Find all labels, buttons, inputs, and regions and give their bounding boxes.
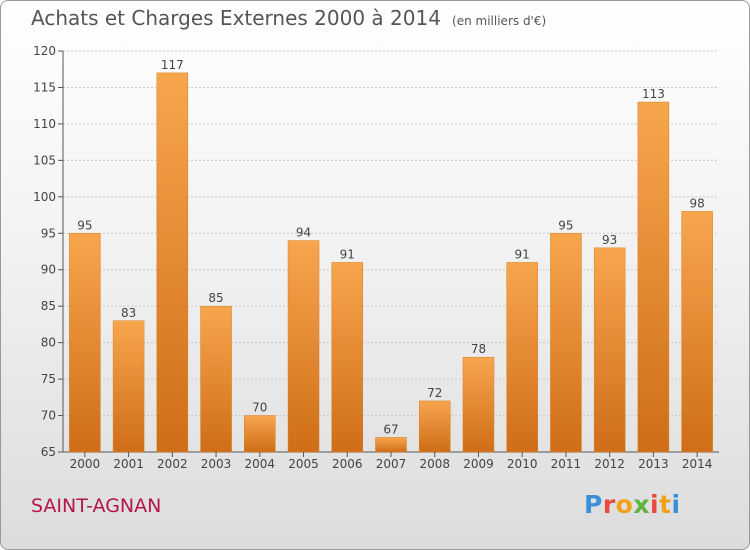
bar — [112, 320, 145, 453]
bar-chart: 65 70 75 80 85 90 95 100 105 110 115 120 95 2000 83 200… — [33, 44, 719, 471]
bar — [462, 356, 495, 453]
x-tick-label: 2003 — [201, 457, 232, 471]
data-label: 98 — [689, 196, 704, 210]
data-label: 83 — [121, 306, 136, 320]
x-tick-label: 2002 — [157, 457, 188, 471]
data-label: 67 — [383, 422, 398, 436]
chart-subtitle: (en milliers d'€) — [452, 14, 547, 28]
x-tick-label: 2009 — [463, 457, 494, 471]
data-label: 91 — [515, 247, 530, 261]
bar — [506, 262, 538, 453]
y-tick-label: 90 — [41, 263, 56, 277]
bar — [244, 415, 276, 453]
data-label: 95 — [558, 218, 573, 232]
x-tick-label: 2014 — [682, 457, 713, 471]
bar — [593, 247, 626, 453]
data-label: 85 — [208, 291, 223, 305]
data-label: 94 — [296, 226, 311, 240]
x-tick-label: 2005 — [288, 457, 319, 471]
y-tick-label: 110 — [33, 117, 56, 131]
data-label: 70 — [252, 401, 267, 415]
data-label: 117 — [161, 58, 184, 72]
data-label: 113 — [642, 87, 665, 101]
x-tick-label: 2011 — [551, 457, 582, 471]
data-label: 95 — [77, 218, 92, 232]
bar — [550, 233, 582, 453]
bar — [375, 437, 407, 453]
logo-letter: i — [650, 490, 660, 519]
bar — [418, 400, 451, 453]
data-label: 91 — [340, 247, 355, 261]
bar — [200, 305, 232, 453]
y-tick-label: 75 — [41, 372, 56, 386]
logo-letter: t — [659, 490, 672, 519]
logo-letter: P — [584, 490, 603, 519]
bar — [69, 233, 101, 453]
chart-title: Achats et Charges Externes 2000 à 2014 — [31, 6, 441, 30]
logo-letter: o — [615, 490, 634, 519]
y-tick-label: 65 — [41, 445, 56, 459]
logo-letter: r — [602, 490, 616, 519]
bar — [331, 262, 364, 453]
data-label: 72 — [427, 386, 442, 400]
data-label: 78 — [471, 342, 486, 356]
data-label: 93 — [602, 233, 617, 247]
x-tick-label: 2012 — [594, 457, 625, 471]
logo-letter: x — [633, 490, 650, 519]
x-tick-label: 2008 — [419, 457, 450, 471]
y-tick-label: 80 — [41, 336, 56, 350]
y-tick-label: 100 — [33, 190, 56, 204]
logo-letter: i — [671, 490, 681, 519]
x-tick-label: 2010 — [507, 457, 538, 471]
chart-title-line: Achats et Charges Externes 2000 à 2014 (… — [31, 6, 546, 30]
bar — [287, 240, 320, 453]
x-tick-label: 2004 — [245, 457, 276, 471]
bar — [637, 101, 670, 453]
location-name: SAINT-AGNAN — [31, 495, 162, 517]
bar — [156, 72, 189, 453]
y-tick-label: 85 — [41, 299, 56, 313]
bar — [681, 211, 713, 453]
y-tick-label: 105 — [33, 153, 56, 167]
x-tick-label: 2001 — [113, 457, 144, 471]
y-tick-label: 70 — [41, 409, 56, 423]
x-tick-label: 2007 — [376, 457, 407, 471]
proxiti-logo: Proxiti — [584, 490, 681, 519]
y-tick-label: 115 — [33, 80, 56, 94]
x-tick-label: 2013 — [638, 457, 669, 471]
y-tick-label: 95 — [41, 226, 56, 240]
x-tick-label: 2006 — [332, 457, 363, 471]
x-tick-label: 2000 — [70, 457, 101, 471]
y-tick-label: 120 — [33, 44, 56, 58]
